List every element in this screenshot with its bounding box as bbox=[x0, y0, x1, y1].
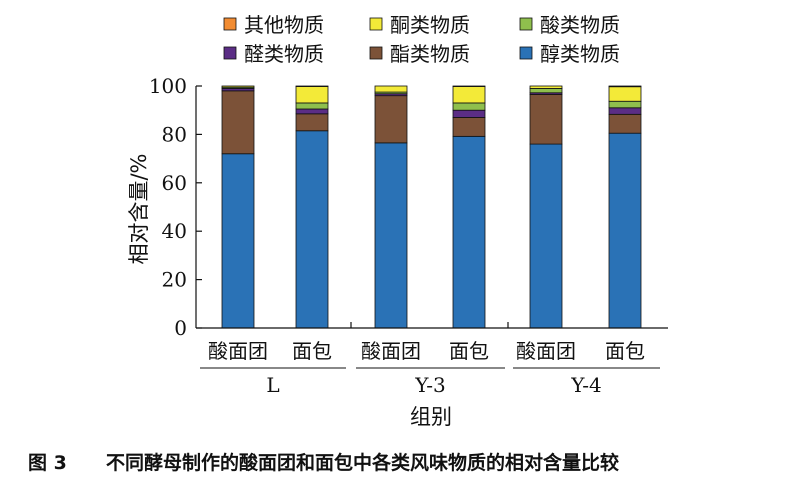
bar-segment-3-series-2 bbox=[452, 109, 486, 118]
bar-segment-4-series-1 bbox=[529, 94, 563, 145]
x-category-label-1: 面包 bbox=[292, 339, 332, 363]
y-tick-label-0: 0 bbox=[174, 316, 187, 340]
group-label-y-3: Y-3 bbox=[414, 373, 446, 397]
bar-stack-0 bbox=[221, 85, 255, 329]
bar-stack-1 bbox=[295, 85, 329, 329]
figure-number: 图 3 bbox=[28, 452, 67, 474]
bar-segment-1-series-3 bbox=[295, 102, 329, 110]
legend-item-5: 醇类物质 bbox=[519, 42, 620, 66]
legend-label-0: 其他物质 bbox=[244, 13, 324, 37]
bar-segment-4-series-3 bbox=[529, 88, 563, 94]
legend-label-2: 酸类物质 bbox=[540, 13, 620, 37]
bar-segment-3-series-4 bbox=[452, 86, 486, 104]
bar-segment-5-series-1 bbox=[608, 113, 642, 134]
y-tick-label-80: 80 bbox=[162, 122, 187, 146]
bar-segment-5-series-2 bbox=[608, 107, 642, 115]
bar-segment-0-series-1 bbox=[221, 90, 255, 155]
legend-swatch-0 bbox=[223, 17, 237, 31]
bar-segment-3-series-3 bbox=[452, 102, 486, 111]
legend-swatch-4 bbox=[369, 46, 383, 60]
legend-label-1: 酮类物质 bbox=[390, 13, 470, 37]
legend-item-4: 酯类物质 bbox=[369, 42, 470, 66]
figure-caption: 图 3 不同酵母制作的酸面团和面包中各类风味物质的相对含量比较 bbox=[0, 446, 800, 478]
x-category-label-0: 酸面团 bbox=[208, 339, 268, 363]
legend-label-4: 酯类物质 bbox=[390, 42, 470, 66]
x-category-label-3: 面包 bbox=[449, 339, 489, 363]
legend-label-5: 醇类物质 bbox=[540, 42, 620, 66]
group-label-l: L bbox=[266, 373, 279, 397]
bar-segment-1-series-5 bbox=[295, 85, 329, 87]
legend-swatch-2 bbox=[519, 17, 533, 31]
bar-segment-0-series-4 bbox=[221, 85, 255, 88]
bar-segment-5-series-4 bbox=[608, 86, 642, 102]
x-axis-label: 组别 bbox=[410, 405, 452, 429]
bar-stack-5 bbox=[608, 85, 642, 329]
bar-stack-2 bbox=[374, 85, 408, 329]
bar-segment-1-series-1 bbox=[295, 113, 329, 132]
legend-swatch-3 bbox=[223, 46, 237, 60]
bar-stacks bbox=[221, 85, 642, 329]
bar-segment-1-series-0 bbox=[295, 130, 329, 329]
y-tick-label-20: 20 bbox=[162, 268, 187, 292]
bar-segment-5-series-3 bbox=[608, 100, 642, 109]
y-tick-label-100: 100 bbox=[149, 74, 187, 98]
bar-segment-2-series-4 bbox=[374, 85, 408, 93]
y-tick-label-40: 40 bbox=[162, 219, 187, 243]
legend-item-1: 酮类物质 bbox=[369, 13, 470, 37]
legend-swatch-5 bbox=[519, 46, 533, 60]
y-axis-label: 相对含量/% bbox=[127, 153, 151, 264]
legend-item-0: 其他物质 bbox=[223, 13, 324, 37]
legend-item-3: 醛类物质 bbox=[223, 42, 324, 66]
figure-title: 不同酵母制作的酸面团和面包中各类风味物质的相对含量比较 bbox=[106, 452, 620, 474]
bar-stack-4 bbox=[529, 85, 563, 329]
bar-segment-2-series-1 bbox=[374, 95, 408, 144]
bar-segment-3-series-1 bbox=[452, 117, 486, 137]
bar-segment-3-series-0 bbox=[452, 135, 486, 329]
bar-segment-5-series-0 bbox=[608, 132, 642, 329]
bar-segment-0-series-0 bbox=[221, 153, 255, 329]
y-tick-label-60: 60 bbox=[162, 171, 187, 195]
legend-label-3: 醛类物质 bbox=[244, 42, 324, 66]
bar-stack-3 bbox=[452, 85, 486, 329]
legend-swatch-1 bbox=[369, 17, 383, 31]
legend-item-2: 酸类物质 bbox=[519, 13, 620, 37]
group-label-y-4: Y-4 bbox=[570, 373, 602, 397]
bar-segment-1-series-2 bbox=[295, 108, 329, 115]
bar-segment-2-series-0 bbox=[374, 142, 408, 329]
bar-segment-1-series-4 bbox=[295, 86, 329, 104]
bar-segment-4-series-0 bbox=[529, 143, 563, 329]
bar-segment-3-series-5 bbox=[452, 85, 486, 87]
bar-segment-5-series-5 bbox=[608, 85, 642, 88]
x-category-label-5: 面包 bbox=[605, 339, 645, 363]
x-category-label-2: 酸面团 bbox=[361, 339, 421, 363]
x-category-label-4: 酸面团 bbox=[516, 339, 576, 363]
bar-segment-4-series-4 bbox=[529, 85, 563, 89]
